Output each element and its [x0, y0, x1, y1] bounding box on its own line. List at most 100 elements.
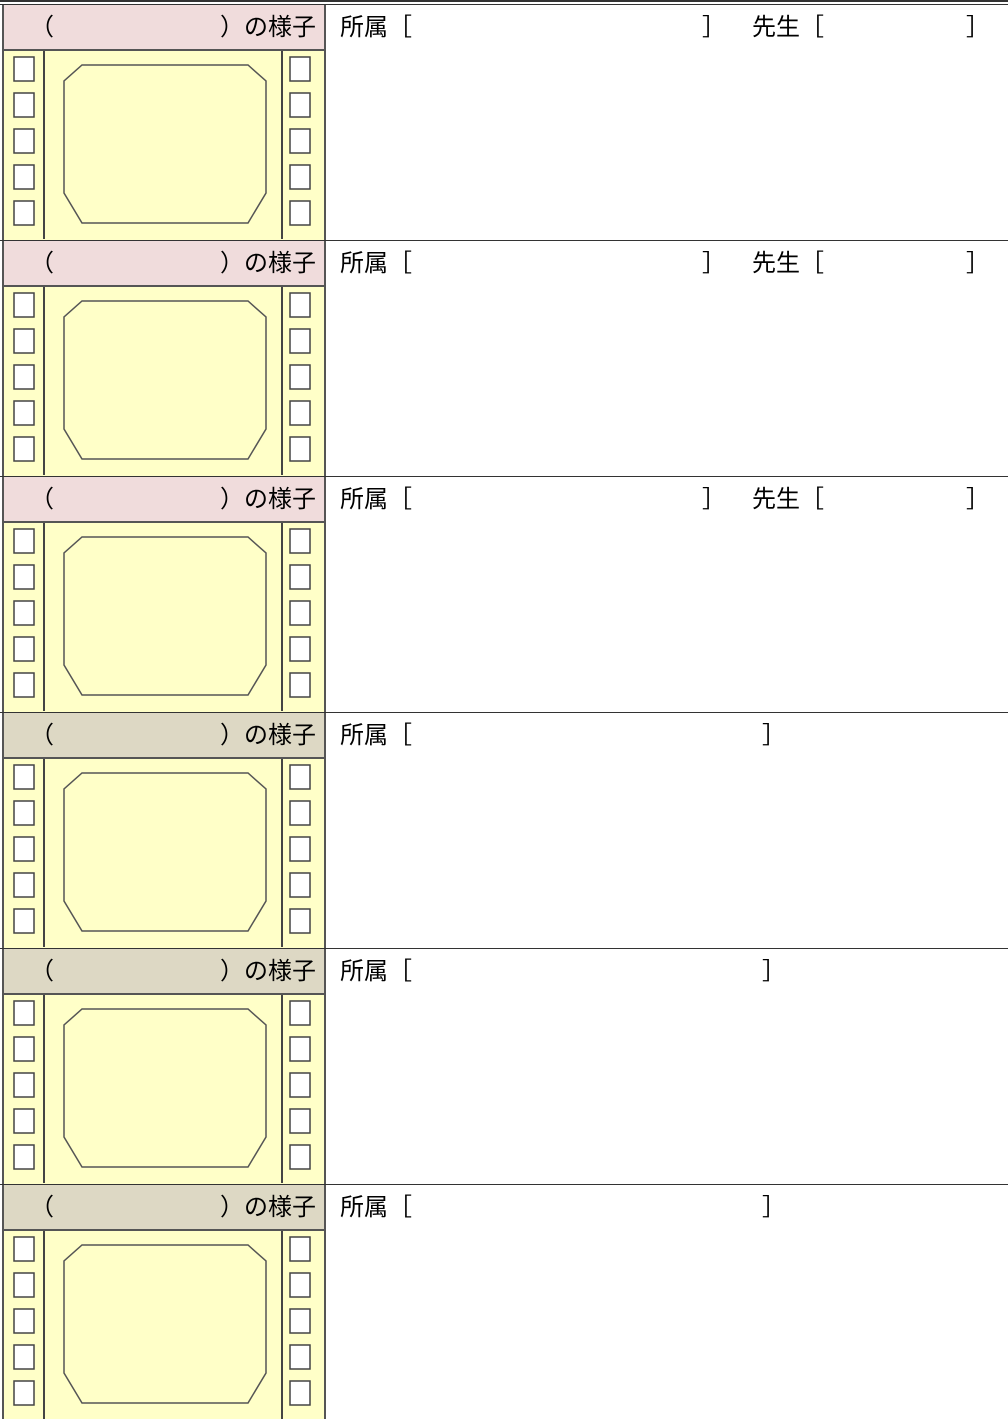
sprocket	[289, 200, 311, 226]
sprocket	[289, 56, 311, 82]
sprocket	[13, 364, 35, 390]
form-row: （ ）の様子 所属［ ］	[0, 948, 1008, 1184]
sprocket	[289, 764, 311, 790]
teacher-open: 先生［	[752, 249, 824, 277]
sprocket	[13, 56, 35, 82]
caption-close: ）の様子	[220, 1193, 316, 1221]
sprocket	[13, 1344, 35, 1370]
affiliation-open: 所属［	[340, 1193, 412, 1221]
sprocket	[289, 364, 311, 390]
teacher-close: ］	[966, 485, 990, 513]
sprocket	[13, 872, 35, 898]
sprocket	[289, 1380, 311, 1406]
caption-open: （	[30, 721, 54, 749]
sprocket	[289, 1108, 311, 1134]
caption-open: （	[30, 13, 54, 41]
form-row: （ ）の様子 所属［ ］	[0, 712, 1008, 948]
caption-close: ）の様子	[220, 957, 316, 985]
sprocket	[13, 800, 35, 826]
sprocket	[13, 1308, 35, 1334]
sprocket	[289, 328, 311, 354]
sprocket	[13, 636, 35, 662]
sprocket	[13, 1036, 35, 1062]
sprocket	[289, 164, 311, 190]
sprocket	[13, 528, 35, 554]
caption-close: ）の様子	[220, 721, 316, 749]
teacher-open: 先生［	[752, 13, 824, 41]
picture-window	[63, 1008, 267, 1168]
sprocket	[289, 400, 311, 426]
picture-window	[63, 300, 267, 460]
teacher-close: ］	[966, 13, 990, 41]
picture-window	[63, 1244, 267, 1404]
sprocket	[13, 672, 35, 698]
affiliation-open: 所属［	[340, 721, 412, 749]
sprocket	[289, 292, 311, 318]
sprocket	[13, 764, 35, 790]
teacher-close: ］	[966, 249, 990, 277]
picture-window	[63, 536, 267, 696]
affiliation-close: ］	[762, 957, 786, 985]
sprocket	[13, 564, 35, 590]
sprocket	[289, 800, 311, 826]
affiliation-open: 所属［	[340, 957, 412, 985]
sprocket	[289, 92, 311, 118]
sprocket	[13, 1108, 35, 1134]
sprocket	[13, 328, 35, 354]
sprocket	[13, 1000, 35, 1026]
affiliation-close: ］	[762, 1193, 786, 1221]
film-frame	[13, 523, 311, 711]
sprocket	[13, 200, 35, 226]
sprocket	[13, 128, 35, 154]
sprocket	[289, 600, 311, 626]
sprocket	[13, 436, 35, 462]
affiliation-open: 所属［	[340, 249, 412, 277]
sprocket	[289, 636, 311, 662]
form-row: （ ）の様子 所属［ ］ 先生［ ］	[0, 4, 1008, 240]
photo-panel: （ ）の様子	[2, 5, 326, 240]
affiliation-open: 所属［	[340, 13, 412, 41]
sprocket	[13, 292, 35, 318]
sprocket	[13, 1236, 35, 1262]
sprocket	[289, 528, 311, 554]
affiliation-close: ］	[702, 13, 726, 41]
sprocket	[289, 872, 311, 898]
picture-window	[63, 772, 267, 932]
caption-strip: （ ）の様子	[4, 949, 324, 995]
caption-strip: （ ）の様子	[4, 477, 324, 523]
photo-panel: （ ）の様子	[2, 1185, 326, 1419]
form-row: （ ）の様子 所属［ ］ 先生［ ］	[0, 240, 1008, 476]
sprocket	[289, 564, 311, 590]
photo-panel: （ ）の様子	[2, 241, 326, 476]
sprocket	[13, 164, 35, 190]
picture-window	[63, 64, 267, 224]
caption-close: ）の様子	[220, 13, 316, 41]
sprocket	[13, 1144, 35, 1170]
film-frame	[13, 759, 311, 947]
sprocket	[13, 908, 35, 934]
film-frame	[13, 51, 311, 239]
sprocket	[289, 128, 311, 154]
form-row: （ ）の様子 所属［ ］	[0, 1184, 1008, 1419]
caption-strip: （ ）の様子	[4, 5, 324, 51]
form-row: （ ）の様子 所属［ ］ 先生［ ］	[0, 476, 1008, 712]
sprocket	[13, 600, 35, 626]
affiliation-close: ］	[762, 721, 786, 749]
affiliation-close: ］	[702, 485, 726, 513]
sprocket	[13, 1272, 35, 1298]
caption-open: （	[30, 957, 54, 985]
sprocket	[289, 1344, 311, 1370]
sprocket	[289, 1036, 311, 1062]
sprocket	[289, 1072, 311, 1098]
sprocket	[13, 836, 35, 862]
sprocket	[289, 1236, 311, 1262]
teacher-open: 先生［	[752, 485, 824, 513]
photo-panel: （ ）の様子	[2, 713, 326, 948]
sprocket	[13, 1380, 35, 1406]
sprocket	[289, 1272, 311, 1298]
caption-strip: （ ）の様子	[4, 713, 324, 759]
sprocket	[289, 672, 311, 698]
caption-close: ）の様子	[220, 249, 316, 277]
sprocket	[13, 1072, 35, 1098]
